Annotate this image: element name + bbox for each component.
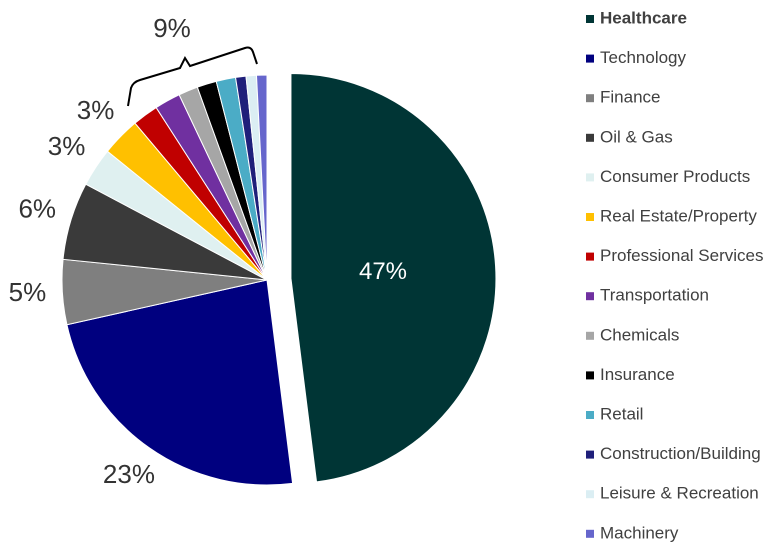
legend-swatch: [586, 529, 594, 538]
legend-swatch: [586, 133, 594, 142]
legend-label: Healthcare: [600, 8, 687, 27]
legend-label: Real Estate/Property: [600, 206, 757, 225]
legend-swatch: [586, 213, 594, 221]
pie-slice: [255, 74, 268, 281]
legend-swatch: [586, 331, 594, 340]
data-label: 47%: [359, 258, 407, 285]
legend-swatch: [586, 15, 594, 23]
legend-swatch: [586, 411, 594, 419]
legend-label: Consumer Products: [600, 167, 750, 186]
legend-label: Finance: [600, 88, 660, 107]
data-label: 5%: [9, 277, 47, 307]
legend-label: Retail: [600, 404, 643, 423]
legend-label: Technology: [600, 48, 687, 67]
legend-label: Insurance: [600, 365, 675, 384]
legend-swatch: [586, 94, 594, 103]
legend-label: Construction/Building: [600, 444, 761, 463]
legend-label: Oil & Gas: [600, 127, 673, 146]
data-label: 3%: [48, 131, 86, 161]
legend-label: Leisure & Recreation: [600, 484, 759, 503]
pie-slice: [66, 279, 294, 486]
legend-swatch: [586, 450, 594, 459]
legend-label: Professional Services: [600, 246, 763, 265]
data-label: 3%: [77, 95, 115, 125]
legend-swatch: [586, 54, 594, 63]
legend-swatch: [586, 490, 594, 499]
legend-swatch: [586, 252, 594, 261]
legend-swatch: [586, 173, 594, 182]
pie-slice: [290, 72, 497, 483]
data-label: 6%: [18, 193, 56, 223]
legend-label: Transportation: [600, 286, 709, 305]
bracket: [127, 46, 258, 107]
legend-swatch: [586, 371, 594, 380]
annotation: 9%: [153, 13, 191, 43]
data-label: 23%: [103, 459, 155, 489]
legend-label: Machinery: [600, 523, 679, 542]
legend-swatch: [586, 292, 594, 301]
legend-label: Chemicals: [600, 325, 679, 344]
